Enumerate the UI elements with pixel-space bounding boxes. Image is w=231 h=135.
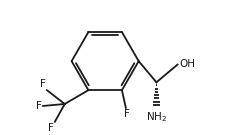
Text: F: F: [36, 101, 42, 111]
Text: OH: OH: [179, 59, 195, 69]
Text: F: F: [48, 123, 54, 133]
Text: NH$_2$: NH$_2$: [145, 110, 166, 124]
Text: F: F: [123, 109, 129, 119]
Text: F: F: [40, 79, 46, 89]
